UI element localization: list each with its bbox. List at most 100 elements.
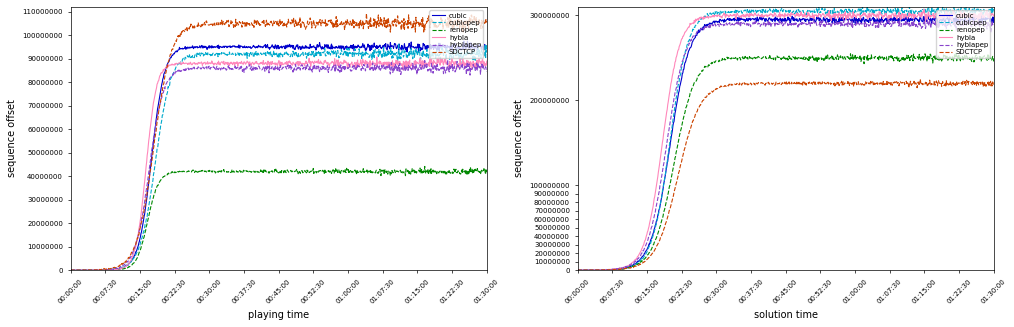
cubicpep <box>597 268 609 272</box>
hybla <box>317 62 330 66</box>
Y-axis label: sequence offset: sequence offset <box>514 100 524 178</box>
renopep <box>331 169 343 173</box>
cubic <box>65 268 77 272</box>
hybla <box>424 57 436 60</box>
Line: SDCTCP: SDCTCP <box>71 13 487 270</box>
renopep <box>572 268 584 272</box>
renopep <box>597 268 609 272</box>
Line: cubic: cubic <box>578 13 994 270</box>
cubic <box>580 268 592 272</box>
SDCTCP <box>585 268 597 272</box>
hyblapep <box>481 70 493 74</box>
SDCTCP <box>90 268 102 272</box>
Y-axis label: sequence offset: sequence offset <box>7 100 17 178</box>
SDCTCP <box>306 22 318 26</box>
cubic <box>423 44 435 48</box>
hybla <box>481 59 493 63</box>
renopep <box>306 169 318 173</box>
hyblapep <box>579 268 591 272</box>
cubic <box>988 21 1000 25</box>
cubic <box>824 17 837 21</box>
Legend: cubic, cubicpep, renopep, hybla, hyblapep, SDCTCP: cubic, cubicpep, renopep, hybla, hyblape… <box>430 10 484 58</box>
renopep <box>813 56 825 60</box>
SDCTCP <box>481 17 493 21</box>
hybla <box>918 7 930 11</box>
hyblapep <box>968 16 981 20</box>
Line: hyblapep: hyblapep <box>578 18 994 270</box>
cubicpep <box>380 53 392 57</box>
hyblapep <box>90 268 102 272</box>
cubicpep <box>573 268 585 272</box>
hyblapep <box>441 58 453 62</box>
renopep <box>66 268 78 272</box>
SDCTCP <box>424 26 436 30</box>
cubicpep <box>988 8 1000 12</box>
renopep <box>90 268 102 272</box>
hybla <box>65 268 77 272</box>
renopep <box>380 169 392 173</box>
renopep <box>930 56 942 60</box>
cubicpep <box>65 268 77 272</box>
cubicpep <box>392 42 405 45</box>
hybla <box>572 268 584 272</box>
cubicpep <box>887 9 899 13</box>
cubic <box>572 268 584 272</box>
Legend: cubic, cubicpep, renopep, hybla, hyblapep, SDCTCP: cubic, cubicpep, renopep, hybla, hyblape… <box>937 10 991 58</box>
Line: cubicpep: cubicpep <box>578 4 994 270</box>
hyblapep <box>813 20 825 24</box>
hybla <box>331 60 343 63</box>
cubic <box>306 45 318 49</box>
hybla <box>887 14 899 18</box>
hybla <box>838 17 850 21</box>
X-axis label: playing time: playing time <box>248 310 309 320</box>
renopep <box>419 164 431 168</box>
renopep <box>950 51 962 55</box>
cubic <box>887 19 899 23</box>
cubic <box>930 16 942 20</box>
cubic <box>813 16 825 20</box>
cubicpep <box>824 9 837 12</box>
cubic <box>380 47 392 51</box>
hyblapep <box>887 23 899 26</box>
X-axis label: solution time: solution time <box>753 310 817 320</box>
hybla <box>371 55 383 59</box>
Line: renopep: renopep <box>578 53 994 270</box>
cubic <box>457 39 469 43</box>
SDCTCP <box>915 77 927 81</box>
SDCTCP <box>988 83 1000 87</box>
hybla <box>931 14 943 18</box>
cubicpep <box>424 50 436 54</box>
renopep <box>838 57 850 61</box>
hyblapep <box>331 67 343 71</box>
hyblapep <box>838 22 850 26</box>
cubic <box>67 268 79 272</box>
Line: cubicpep: cubicpep <box>71 43 487 270</box>
hybla <box>597 268 609 272</box>
cubic <box>975 11 988 15</box>
cubicpep <box>481 50 493 54</box>
hyblapep <box>423 68 435 72</box>
hyblapep <box>317 67 330 71</box>
cubic <box>317 46 330 50</box>
hyblapep <box>572 268 584 272</box>
hyblapep <box>306 66 318 70</box>
cubic <box>597 268 609 272</box>
Line: hybla: hybla <box>71 57 487 270</box>
hybla <box>381 60 393 64</box>
hyblapep <box>380 66 392 70</box>
cubicpep <box>306 54 318 58</box>
cubicpep <box>67 268 79 272</box>
SDCTCP <box>824 82 837 86</box>
SDCTCP <box>572 268 584 272</box>
hybla <box>824 13 837 17</box>
SDCTCP <box>67 268 79 272</box>
Line: renopep: renopep <box>71 166 487 270</box>
SDCTCP <box>887 81 899 85</box>
renopep <box>887 59 899 63</box>
cubicpep <box>926 2 938 6</box>
hyblapep <box>65 268 77 272</box>
hybla <box>66 268 78 272</box>
Line: hyblapep: hyblapep <box>71 60 487 270</box>
hyblapep <box>930 21 942 25</box>
cubicpep <box>90 268 102 272</box>
